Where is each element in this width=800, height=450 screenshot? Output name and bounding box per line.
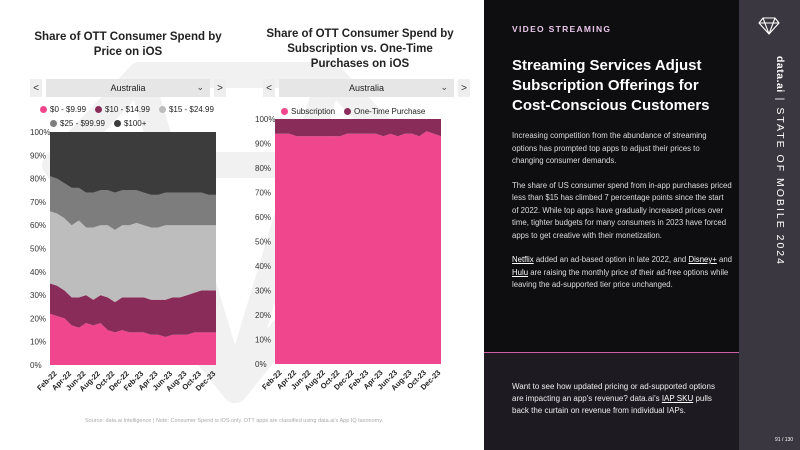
- legend-swatch: [40, 105, 47, 113]
- area-series-3: [50, 211, 216, 303]
- y-tick-label: 40%: [30, 268, 46, 277]
- area-series-2: [275, 119, 441, 137]
- chart1-title: Share of OTT Consumer Spend by Price on …: [34, 31, 222, 58]
- paragraph-3: Netflix added an ad-based option in late…: [512, 254, 732, 292]
- legend-item: $10 - $14.99: [95, 105, 150, 114]
- paragraph-3-text-a: added an ad-based option in late 2022, a…: [533, 255, 689, 264]
- legend-label: $100+: [123, 118, 147, 128]
- report-name: STATE OF MOBILE 2024: [774, 107, 786, 266]
- y-tick-label: 50%: [255, 238, 271, 247]
- y-tick-label: 20%: [255, 311, 271, 320]
- y-tick-label: 60%: [255, 213, 271, 222]
- chevron-down-icon: ⌄: [440, 82, 448, 92]
- legend-label: $15 - $24.99: [168, 104, 214, 114]
- legend-swatch: [158, 105, 166, 113]
- section-label: VIDEO STREAMING: [512, 24, 612, 34]
- y-tick-label: 100%: [30, 128, 50, 137]
- chart2-controls: < Australia ⌄ >: [263, 79, 470, 97]
- legend-swatch: [95, 105, 103, 113]
- legend-item: $100+: [113, 118, 147, 128]
- legend-item: $25 - $99.99: [50, 119, 105, 128]
- chart2-country-dropdown[interactable]: Australia ⌄: [279, 79, 454, 97]
- area-series-1: [50, 313, 216, 365]
- y-tick-label: 30%: [255, 287, 271, 296]
- cta-text-b: pulls back the curtain on revenue from i…: [512, 394, 712, 415]
- chart1-prev-button[interactable]: <: [30, 79, 42, 97]
- chart1-country-dropdown[interactable]: Australia ⌄: [46, 79, 210, 97]
- y-tick-label: 60%: [30, 221, 46, 230]
- legend-label: $25 - $99.99: [60, 118, 105, 128]
- left-chart-area: Share of OTT Consumer Spend by Price on …: [30, 28, 470, 424]
- chart2-plot: 0%10%20%30%40%50%60%70%80%90%100%Feb-22A…: [255, 115, 442, 392]
- chart1-controls: < Australia ⌄ >: [30, 79, 226, 97]
- brand-separator: |: [774, 92, 786, 108]
- chart1-dropdown-value: Australia: [110, 83, 146, 93]
- chart2-next-button[interactable]: >: [458, 79, 470, 97]
- chart2-dropdown-value: Australia: [348, 83, 384, 93]
- headline: Streaming Services Adjust Subscription O…: [512, 57, 710, 114]
- legend-item: $15 - $24.99: [158, 104, 214, 114]
- legend-swatch: [50, 119, 57, 127]
- area-series-4: [50, 176, 216, 230]
- chart1-plot: 0%10%20%30%40%50%60%70%80%90%100%Feb-22A…: [30, 128, 217, 393]
- y-tick-label: 20%: [30, 314, 46, 323]
- y-tick-label: 100%: [255, 115, 275, 124]
- y-tick-label: 80%: [30, 175, 46, 184]
- y-tick-label: 50%: [30, 245, 46, 254]
- panel-divider: [484, 352, 739, 353]
- legend-label: $10 - $14.99: [105, 104, 150, 114]
- legend-swatch: [281, 107, 288, 115]
- legend-swatch: [344, 107, 352, 115]
- y-tick-label: 0%: [255, 360, 267, 369]
- y-tick-label: 80%: [255, 164, 271, 173]
- brand-name: data.ai: [774, 56, 786, 93]
- paragraph-3-text-c: are raising the monthly price of their a…: [512, 267, 729, 290]
- paragraph-1: Increasing competition from the abundanc…: [512, 131, 707, 165]
- hulu-link[interactable]: Hulu: [512, 267, 529, 277]
- paragraph-2: The share of US consumer spend from in-a…: [512, 180, 732, 240]
- text-panel: VIDEO STREAMING Streaming Services Adjus…: [484, 0, 739, 352]
- legend-item: $0 - $9.99: [40, 105, 86, 114]
- chart1-legend: $0 - $9.99 $10 - $14.99 $15 - $24.99 $25…: [40, 102, 223, 130]
- area-series-5: [50, 132, 216, 195]
- source-note: Source: data.ai Intelligence | Note: Con…: [85, 418, 384, 424]
- netflix-link[interactable]: Netflix: [512, 255, 534, 264]
- body-text: Increasing competition from the abundanc…: [512, 130, 732, 304]
- legend-swatch: [113, 119, 121, 127]
- y-tick-label: 40%: [255, 262, 271, 271]
- iap-sku-link[interactable]: IAP SKU: [661, 394, 694, 403]
- y-tick-label: 70%: [30, 198, 46, 207]
- cta-text: Want to see how updated pricing or ad-su…: [512, 381, 727, 417]
- diamond-logo-icon: [758, 17, 780, 35]
- disney-plus-link[interactable]: Disney+: [688, 255, 717, 264]
- paragraph-3-text-b: and: [716, 255, 733, 264]
- y-tick-label: 10%: [30, 338, 46, 347]
- y-tick-label: 30%: [30, 291, 46, 300]
- chart2-prev-button[interactable]: <: [263, 79, 275, 97]
- y-tick-label: 70%: [255, 189, 271, 198]
- y-tick-label: 90%: [30, 151, 46, 160]
- sidebar: data.ai | STATE OF MOBILE 2024: [739, 0, 800, 450]
- y-tick-label: 90%: [255, 140, 271, 149]
- chevron-down-icon: ⌄: [196, 82, 204, 92]
- legend-label: One-Time Purchase: [354, 106, 426, 116]
- area-series-1: [275, 131, 441, 364]
- legend-item: One-Time Purchase: [344, 107, 425, 116]
- cta-panel: Want to see how updated pricing or ad-su…: [484, 353, 739, 450]
- legend-label: $0 - $9.99: [50, 104, 87, 114]
- y-tick-label: 10%: [255, 336, 271, 345]
- chart1-next-button[interactable]: >: [214, 79, 226, 97]
- area-series-2: [50, 283, 216, 337]
- y-tick-label: 0%: [30, 361, 42, 370]
- legend-label: Subscription: [291, 106, 336, 116]
- cta-text-a: Want to see how updated pricing or ad-su…: [512, 382, 715, 403]
- chart2-title: Share of OTT Consumer Spend by Subscript…: [266, 28, 454, 70]
- page-number: 91 / 130: [775, 437, 794, 443]
- legend-item: Subscription: [281, 107, 335, 116]
- chart2-legend: Subscription One-Time Purchase: [281, 104, 434, 118]
- report-label: data.ai | STATE OF MOBILE 2024: [774, 56, 786, 266]
